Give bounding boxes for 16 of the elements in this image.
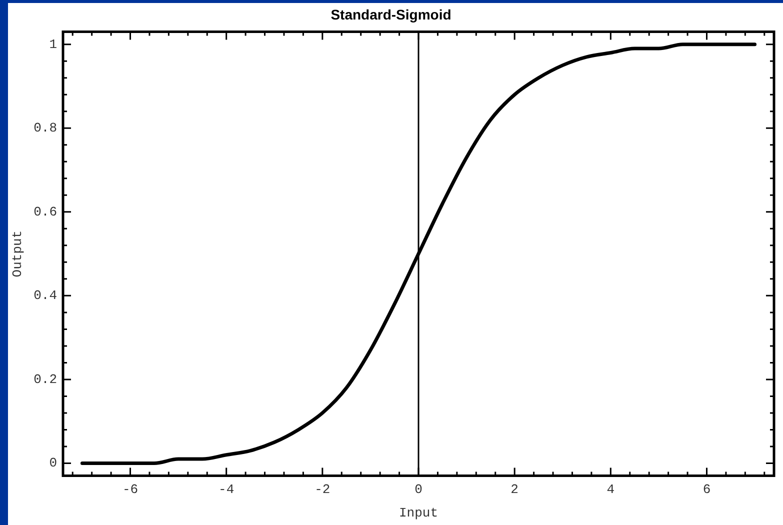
chart-title: Standard-Sigmoid xyxy=(330,6,452,22)
x-tick-label: 6 xyxy=(702,482,711,498)
x-tick-label: -2 xyxy=(314,482,330,498)
x-tick-label: -6 xyxy=(122,482,138,498)
y-axis-title: Output xyxy=(10,230,26,278)
y-tick-label: 0.2 xyxy=(34,372,58,387)
x-tick-label: 4 xyxy=(606,482,615,498)
x-tick-label: -4 xyxy=(218,482,234,498)
x-tick-label: 0 xyxy=(414,482,422,498)
y-tick-label: 0 xyxy=(49,456,58,471)
x-axis-title: Input xyxy=(398,506,438,521)
y-tick-label: 0.8 xyxy=(34,120,58,136)
y-tick-label: 1 xyxy=(49,36,58,52)
x-tick-label: 2 xyxy=(510,482,518,498)
y-tick-label: 0.4 xyxy=(34,288,58,304)
y-tick-label: 0.6 xyxy=(34,204,58,220)
